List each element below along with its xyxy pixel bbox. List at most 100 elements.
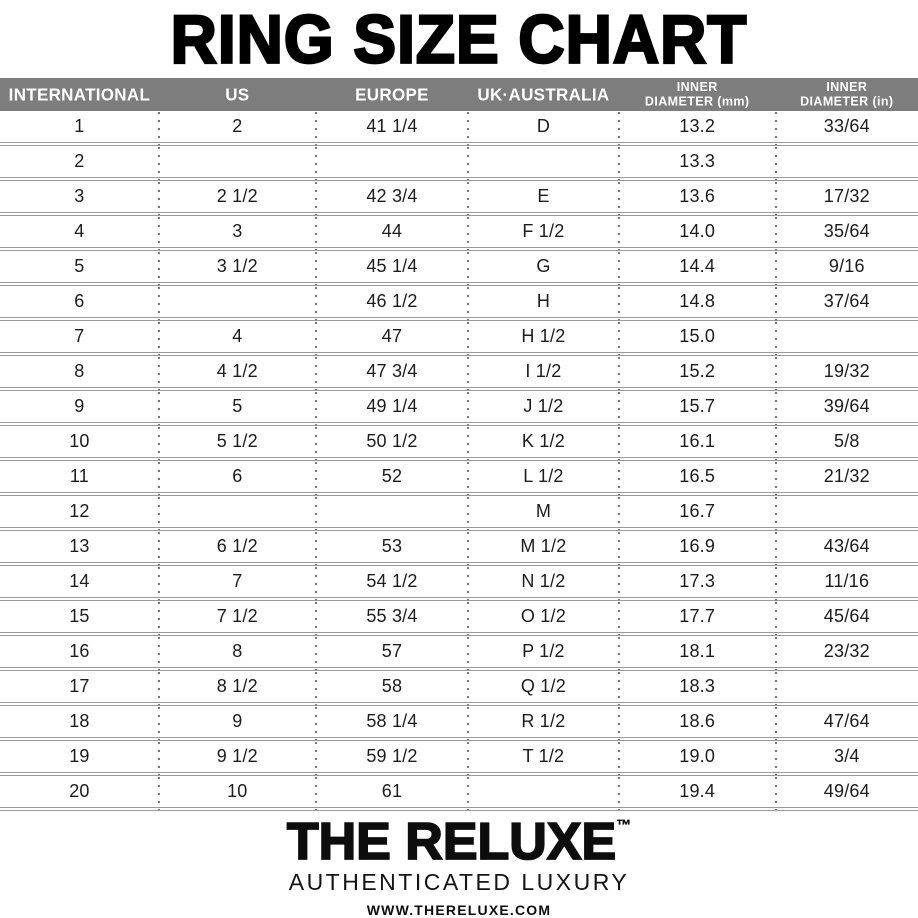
table-cell: 4 [74, 221, 85, 241]
table-cell: M 1/2 [467, 531, 619, 565]
table-cell: 2 1/2 [157, 181, 316, 215]
table-cell: 4 1/2 [157, 356, 316, 390]
column-header-us: US [159, 84, 316, 105]
table-cell: 37/64 [774, 286, 918, 320]
table-cell: N 1/2 [467, 566, 619, 600]
table-cell: 33/64 [774, 111, 918, 145]
page-title: RING SIZE CHART [169, 0, 748, 78]
table-cell [774, 146, 918, 180]
table-cell: 19.0 [617, 741, 776, 775]
table-cell: 7 [74, 326, 85, 346]
table-cell: 49/64 [774, 776, 918, 810]
website-url: WWW.THERELUXE.COM [366, 902, 552, 918]
table-cell: 17.3 [617, 566, 776, 600]
table-row: 7 4 47 H 1/2 15.0 [0, 321, 918, 356]
table-cell: H 1/2 [467, 321, 619, 355]
table-cell: 61 [314, 776, 468, 810]
table-cell: M [467, 496, 619, 530]
table-cell: 3 1/2 [157, 251, 316, 285]
table-body: 1 2 41 1/4 D 13.2 33/64 2 13.3 3 2 1/2 42 3/4 E 13.6… [0, 111, 918, 811]
table-cell: 54 1/2 [314, 566, 468, 600]
table-cell: H [467, 286, 619, 320]
table-cell: 19.4 [617, 776, 776, 810]
table-cell: O 1/2 [467, 601, 619, 635]
table-row: 19 9 1/2 59 1/2 T 1/2 19.0 3/4 [0, 741, 918, 776]
table-cell: 3 [157, 216, 316, 250]
column-header-international: INTERNATIONAL [0, 84, 159, 105]
table-cell: 2 [74, 151, 85, 171]
table-cell: 16.7 [617, 496, 776, 530]
table-cell [157, 146, 316, 180]
table-cell: 5 1/2 [157, 426, 316, 460]
table-cell: 17/32 [774, 181, 918, 215]
table-cell: 6 1/2 [157, 531, 316, 565]
table-cell: 15.2 [617, 356, 776, 390]
table-cell: 11/16 [774, 566, 918, 600]
table-row: 15 7 1/2 55 3/4 O 1/2 17.7 45/64 [0, 601, 918, 636]
table-cell [774, 671, 918, 705]
table-cell: 5 [74, 256, 85, 276]
table-cell [157, 496, 316, 530]
table-cell: 6 [157, 461, 316, 495]
footer: THE RELUXE™ AUTHENTICATED LUXURY WWW.THE… [0, 811, 918, 918]
column-header-line: US [225, 84, 250, 105]
table-cell: 1 [74, 116, 85, 136]
table-cell: 15.7 [617, 391, 776, 425]
column-header-uk-australia: UK·AUSTRALIA [468, 85, 619, 104]
table-row: 20 10 61 19.4 49/64 [0, 776, 918, 811]
table-row: 16 8 57 P 1/2 18.1 23/32 [0, 636, 918, 671]
table-cell: F 1/2 [467, 216, 619, 250]
table-cell: 23/32 [774, 636, 918, 670]
table-cell: 58 1/4 [314, 706, 468, 740]
table-cell: Q 1/2 [467, 671, 619, 705]
table-row: 9 5 49 1/4 J 1/2 15.7 39/64 [0, 391, 918, 426]
table-cell: 16.5 [617, 461, 776, 495]
table-cell: 21/32 [774, 461, 918, 495]
table-cell: 3/4 [774, 741, 918, 775]
table-row: 5 3 1/2 45 1/4 G 14.4 9/16 [0, 251, 918, 286]
table-cell: P 1/2 [467, 636, 619, 670]
column-header-europe: EUROPE [316, 85, 468, 104]
table-row: 8 4 1/2 47 3/4 I 1/2 15.2 19/32 [0, 356, 918, 391]
table-row: 17 8 1/2 58 Q 1/2 18.3 [0, 671, 918, 706]
table-cell: I 1/2 [467, 356, 619, 390]
table-cell: 13.2 [617, 111, 776, 145]
table-cell: 39/64 [774, 391, 918, 425]
table-cell: 4 [157, 321, 316, 355]
table-cell [467, 776, 619, 810]
table-cell: 47 [314, 321, 468, 355]
table-cell: 41 1/4 [314, 111, 468, 145]
table-cell: L 1/2 [467, 461, 619, 495]
table-cell: 18.3 [617, 671, 776, 705]
table-cell: 15 [69, 606, 90, 626]
table-cell: 17.7 [617, 601, 776, 635]
table-cell: 8 1/2 [157, 671, 316, 705]
table-cell: 2 [157, 111, 316, 145]
column-header-line: INTERNATIONAL [8, 84, 151, 105]
table-cell: 20 [69, 781, 90, 801]
ring-size-table: INTERNATIONAL US EUROPE UK·AUSTRALIA INNER DI… [0, 78, 918, 811]
table-cell: 9 [74, 396, 85, 416]
table-cell: 16.1 [617, 426, 776, 460]
column-header-line: DIAMETER (mm) [644, 94, 750, 110]
table-row: 18 9 58 1/4 R 1/2 18.6 47/64 [0, 706, 918, 741]
table-cell: 7 1/2 [157, 601, 316, 635]
table-cell [774, 321, 918, 355]
table-cell: 14.8 [617, 286, 776, 320]
table-cell: 14.4 [617, 251, 776, 285]
table-cell: E [467, 181, 619, 215]
table-cell [314, 496, 468, 530]
table-cell: 55 3/4 [314, 601, 468, 635]
table-row: 6 46 1/2 H 14.8 37/64 [0, 286, 918, 321]
table-cell: 59 1/2 [314, 741, 468, 775]
table-cell: 14 [69, 571, 90, 591]
brand-name: THE RELUXE [286, 813, 617, 871]
table-cell: 15.0 [617, 321, 776, 355]
table-cell: 57 [314, 636, 468, 670]
table-cell: 9 1/2 [157, 741, 316, 775]
table-cell: 18.6 [617, 706, 776, 740]
table-row: 14 7 54 1/2 N 1/2 17.3 11/16 [0, 566, 918, 601]
column-header-line: INNER [676, 79, 718, 95]
table-cell [314, 146, 468, 180]
